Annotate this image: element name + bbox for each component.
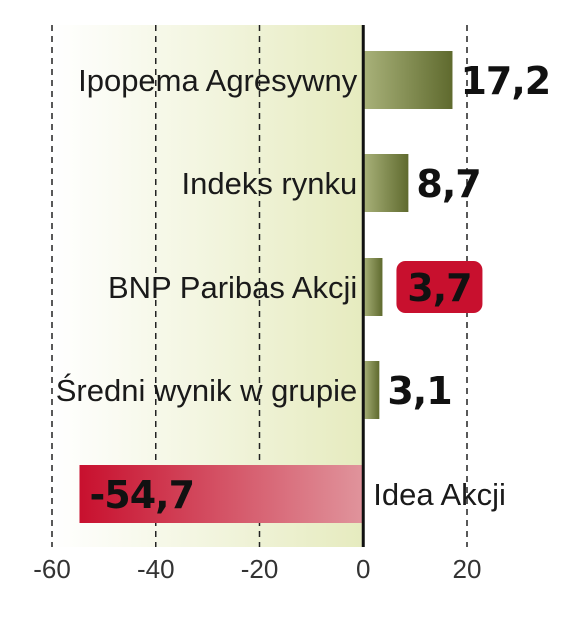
bar (363, 154, 409, 212)
category-label: Indeks rynku (181, 166, 357, 201)
category-label: BNP Paribas Akcji (108, 270, 357, 305)
plot-background (52, 25, 363, 547)
grid-lines (51, 25, 468, 547)
category-labels: Ipopema Agresywny Indeks rynku BNP Paribas… (56, 63, 506, 512)
x-tick-label: -40 (137, 554, 175, 584)
category-label: Idea Akcji (373, 477, 506, 512)
x-tick-label: -20 (241, 554, 279, 584)
bar (363, 51, 453, 109)
value-label: 17,2 (460, 59, 550, 103)
x-tick-labels: -60 -40 -20 0 20 (33, 554, 481, 584)
x-tick-label: 0 (356, 554, 370, 584)
category-label: Średni wynik w grupie (56, 372, 358, 408)
value-label: 8,7 (416, 162, 480, 206)
x-tick-label: 20 (453, 554, 482, 584)
value-label: -54,7 (89, 473, 194, 517)
bar (79, 465, 364, 523)
value-label: 3,1 (387, 369, 451, 413)
value-labels: 17,2 8,7 3,7 3,1 -54,7 (89, 59, 551, 517)
value-label: 3,7 (407, 266, 471, 310)
category-label: Ipopema Agresywny (78, 63, 358, 98)
bars (79, 51, 453, 523)
value-badge (396, 261, 483, 313)
bar (363, 258, 383, 316)
bar (363, 361, 380, 419)
x-tick-label: -60 (33, 554, 71, 584)
